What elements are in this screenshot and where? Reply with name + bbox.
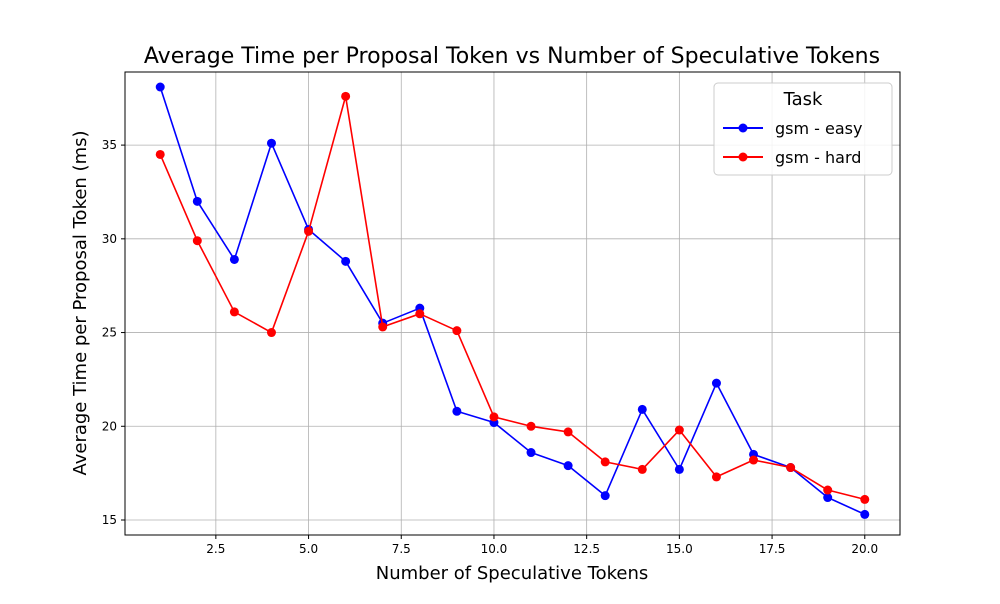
- data-point-gsm-easy: [637, 404, 647, 414]
- data-point-gsm-hard: [600, 457, 610, 467]
- y-tick-label: 35: [102, 138, 117, 152]
- series-layer: [155, 82, 870, 519]
- data-point-gsm-easy: [600, 491, 610, 501]
- y-tick-label: 30: [102, 232, 117, 246]
- data-point-gsm-easy: [823, 493, 833, 503]
- y-tick-label: 25: [102, 326, 117, 340]
- data-point-gsm-hard: [415, 309, 425, 319]
- legend-marker-gsm-easy: [738, 123, 748, 133]
- data-point-gsm-hard: [563, 427, 573, 437]
- x-tick-label: 20.0: [851, 542, 878, 556]
- axis-ticks: 2.5 5.0 7.5 10.0 12.5 15.0 17.5 20.0 15 20 25 30 35: [102, 138, 878, 556]
- legend-label-gsm-hard: gsm - hard: [775, 148, 861, 167]
- chart-title: Average Time per Proposal Token vs Numbe…: [144, 44, 880, 69]
- data-point-gsm-easy: [674, 464, 684, 474]
- data-point-gsm-easy: [860, 509, 870, 519]
- series-line-gsm-easy: [159, 86, 866, 516]
- x-tick-label: 17.5: [759, 542, 786, 556]
- data-point-gsm-easy: [341, 256, 351, 266]
- y-tick-label: 20: [102, 419, 117, 433]
- x-tick-label: 12.5: [573, 542, 600, 556]
- data-point-gsm-hard: [155, 149, 165, 159]
- data-point-gsm-easy: [711, 378, 721, 388]
- data-point-gsm-hard: [637, 464, 647, 474]
- data-point-gsm-hard: [304, 226, 314, 236]
- x-tick-label: 5.0: [299, 542, 318, 556]
- data-point-gsm-hard: [229, 307, 239, 317]
- y-tick-label: 15: [102, 513, 117, 527]
- data-point-gsm-easy: [155, 82, 165, 92]
- data-point-gsm-hard: [378, 322, 388, 332]
- x-tick-label: 10.0: [481, 542, 508, 556]
- data-point-gsm-easy: [526, 448, 536, 458]
- data-point-gsm-hard: [452, 326, 462, 336]
- x-axis-label: Number of Speculative Tokens: [376, 563, 648, 584]
- plot-area-frame: [124, 71, 901, 536]
- series-line-gsm-hard: [159, 95, 865, 501]
- data-point-gsm-hard: [266, 328, 276, 338]
- data-point-gsm-easy: [266, 138, 276, 148]
- data-point-gsm-easy: [563, 461, 573, 471]
- x-tick-label: 15.0: [666, 542, 693, 556]
- data-point-gsm-hard: [341, 91, 351, 101]
- data-point-gsm-hard: [674, 425, 684, 435]
- data-point-gsm-hard: [860, 494, 870, 504]
- data-point-gsm-hard: [823, 485, 833, 495]
- x-tick-label: 7.5: [392, 542, 411, 556]
- y-axis-label: Average Time per Proposal Token (ms): [70, 130, 91, 475]
- legend-label-gsm-easy: gsm - easy: [775, 119, 862, 138]
- legend-title: Task: [783, 89, 823, 110]
- data-point-gsm-easy: [229, 254, 239, 264]
- data-point-gsm-easy: [192, 196, 202, 206]
- data-point-gsm-hard: [786, 463, 796, 473]
- data-point-gsm-hard: [489, 412, 499, 422]
- data-point-gsm-hard: [711, 472, 721, 482]
- data-point-gsm-hard: [192, 236, 202, 246]
- data-point-gsm-hard: [749, 455, 759, 465]
- data-point-gsm-easy: [452, 406, 462, 416]
- data-point-gsm-hard: [526, 421, 536, 431]
- x-tick-label: 2.5: [206, 542, 225, 556]
- legend-box: [713, 82, 893, 176]
- legend-marker-gsm-hard: [738, 152, 748, 162]
- legend: Task gsm - easy gsm - hard: [713, 82, 893, 176]
